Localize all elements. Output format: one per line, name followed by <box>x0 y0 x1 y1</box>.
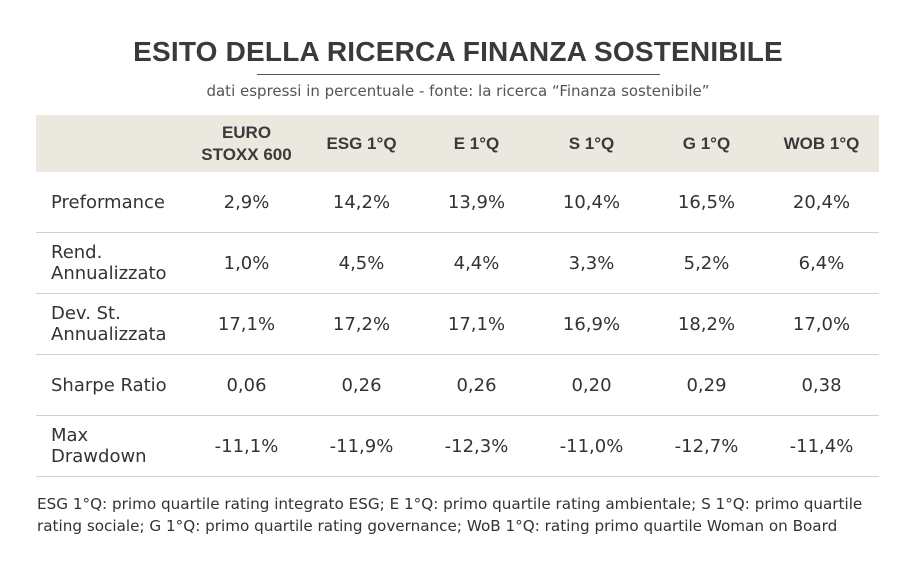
chart-title: ESITO DELLA RICERCA FINANZA SOSTENIBILE <box>133 36 783 67</box>
table-cell: 18,2% <box>649 293 764 355</box>
table-cell: 3,3% <box>534 232 649 294</box>
row-label-line: Drawdown <box>51 446 147 467</box>
row-label-line: Dev. St. <box>51 303 121 324</box>
header-g-1q: G 1°Q <box>649 115 764 172</box>
table-cell: 0,26 <box>419 354 534 416</box>
table-cell: 4,4% <box>419 232 534 294</box>
header-s-1q: S 1°Q <box>534 115 649 172</box>
table-cell: 17,1% <box>189 293 304 355</box>
table-cell: 4,5% <box>304 232 419 294</box>
header-line: EURO <box>221 122 272 142</box>
table-cell: 20,4% <box>764 172 879 233</box>
table-row-max-drawdown: Max Drawdown -11,1% -11,9% -12,3% -11,0% … <box>36 415 879 477</box>
table-row-performance: Preformance 2,9% 14,2% 13,9% 10,4% 16,5%… <box>36 172 879 233</box>
table-cell: -11,4% <box>764 415 879 477</box>
row-label: Preformance <box>36 172 189 233</box>
table-row-dev-st-annualizzata: Dev. St. Annualizzata 17,1% 17,2% 17,1% 1… <box>36 293 879 355</box>
header-empty-cell <box>36 115 189 172</box>
table-cell: 2,9% <box>189 172 304 233</box>
row-label-line: Sharpe Ratio <box>51 374 167 396</box>
header-line: STOXX 600 <box>201 144 292 164</box>
table-cell: 13,9% <box>419 172 534 233</box>
row-label: Dev. St. Annualizzata <box>36 293 189 355</box>
table-cell: 0,29 <box>649 354 764 416</box>
table-cell: 10,4% <box>534 172 649 233</box>
table-cell: -11,9% <box>304 415 419 477</box>
table-cell: -12,7% <box>649 415 764 477</box>
table-cell: 16,5% <box>649 172 764 233</box>
results-table: EURO STOXX 600 ESG 1°Q E 1°Q S 1°Q G 1°Q… <box>36 115 879 477</box>
table-cell: 0,20 <box>534 354 649 416</box>
row-label-line: Rend. <box>51 242 103 263</box>
table-cell: -12,3% <box>419 415 534 477</box>
table-cell: 14,2% <box>304 172 419 233</box>
row-label-line: Annualizzato <box>51 263 167 284</box>
row-label: Sharpe Ratio <box>36 354 189 416</box>
table-cell: 5,2% <box>649 232 764 294</box>
table-cell: 6,4% <box>764 232 879 294</box>
header-wob-1q: WOB 1°Q <box>764 115 879 172</box>
table-cell: 17,1% <box>419 293 534 355</box>
table-row-rend-annualizzato: Rend. Annualizzato 1,0% 4,5% 4,4% 3,3% 5,… <box>36 232 879 294</box>
row-label-line: Preformance <box>51 191 165 213</box>
table-row-sharpe-ratio: Sharpe Ratio 0,06 0,26 0,26 0,20 0,29 0,… <box>36 354 879 416</box>
table-cell: -11,0% <box>534 415 649 477</box>
header-e-1q: E 1°Q <box>419 115 534 172</box>
table-cell: 16,9% <box>534 293 649 355</box>
table-cell: 1,0% <box>189 232 304 294</box>
table-cell: 17,2% <box>304 293 419 355</box>
row-label-line: Max <box>51 425 89 446</box>
table-footnote: ESG 1°Q: primo quartile rating integrato… <box>37 495 863 535</box>
chart-subtitle: dati espressi in percentuale - fonte: la… <box>206 82 710 100</box>
table-cell: 0,26 <box>304 354 419 416</box>
table-cell: 0,38 <box>764 354 879 416</box>
header-euro-stoxx-600: EURO STOXX 600 <box>189 115 304 172</box>
table-header-row: EURO STOXX 600 ESG 1°Q E 1°Q S 1°Q G 1°Q… <box>36 115 879 172</box>
row-label-line: Annualizzata <box>51 324 167 345</box>
table-cell: 0,06 <box>189 354 304 416</box>
row-label: Rend. Annualizzato <box>36 232 189 294</box>
row-label: Max Drawdown <box>36 415 189 477</box>
table-cell: 17,0% <box>764 293 879 355</box>
table-cell: -11,1% <box>189 415 304 477</box>
title-underline <box>257 74 660 75</box>
header-esg-1q: ESG 1°Q <box>304 115 419 172</box>
